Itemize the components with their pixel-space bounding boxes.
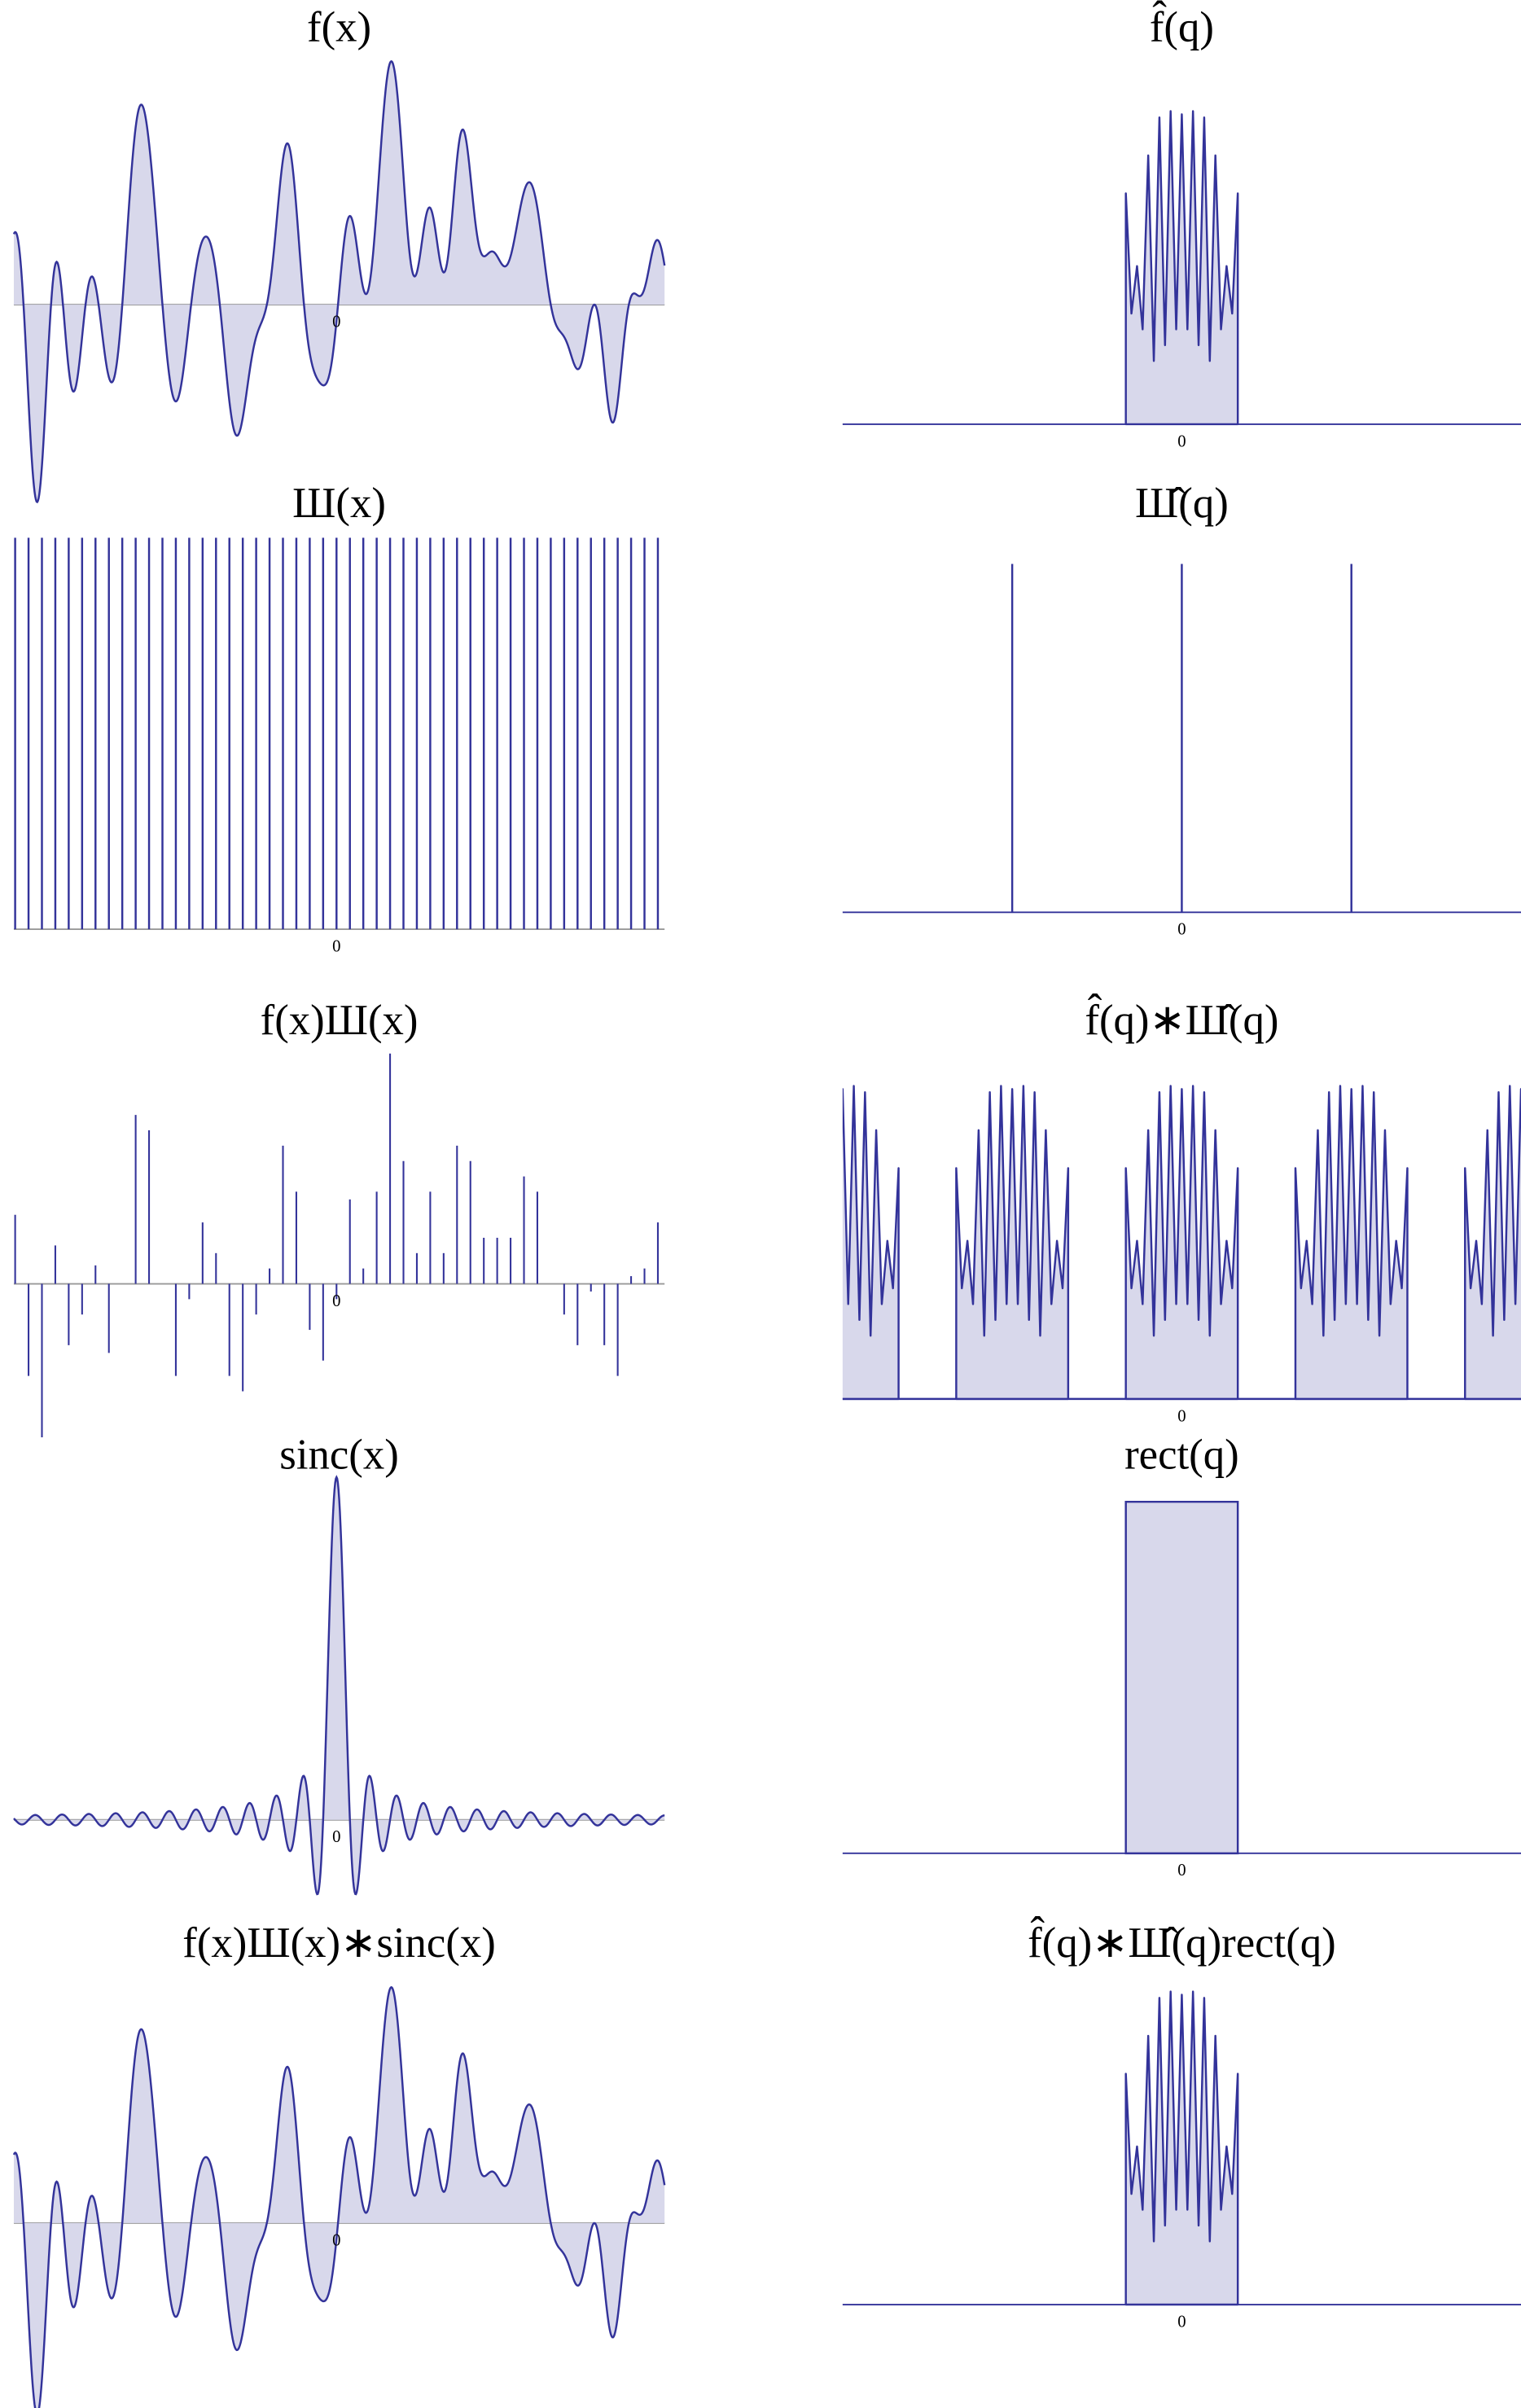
spectrum: [1464, 1085, 1521, 1401]
panel: Ш̂(q) 0: [842, 480, 1521, 939]
panel: f̂(q) 0: [842, 1, 1521, 450]
panel-title: f(x)Ш(x): [261, 997, 419, 1044]
panel-title: Ш̂(q): [1135, 480, 1229, 527]
panel: Ш(x) 0: [13, 480, 665, 955]
curve: [12, 59, 666, 504]
x-tick-label: 0: [332, 1828, 340, 1846]
area: [13, 61, 665, 502]
panel-title: f̂(q)∗Ш̂(q): [1085, 993, 1278, 1044]
panel: f(x)Ш(x)∗sinc(x) 0: [12, 1919, 666, 2408]
x-tick-label: 0: [332, 2231, 340, 2249]
panel-title: sinc(x): [279, 1432, 399, 1479]
x-tick-label: 0: [1177, 921, 1186, 939]
spectrum: [955, 1085, 1070, 1401]
spectrum: [1124, 1990, 1239, 2306]
spectrum: [1124, 110, 1239, 426]
spectrum: [1124, 1085, 1239, 1401]
curve: [13, 1475, 665, 1896]
spectrum: [1294, 1085, 1409, 1401]
x-tick-label: 0: [332, 313, 340, 331]
panel: f̂(q)∗Ш̂(q) 0: [842, 993, 1521, 1425]
area: [13, 1987, 665, 2408]
panel: f(x) 0: [12, 3, 666, 504]
panel: f̂(q)∗Ш̂(q)rect(q) 0: [842, 1916, 1521, 2331]
panel: rect(q) 0: [842, 1432, 1521, 1879]
x-tick-label: 0: [1177, 432, 1186, 450]
x-tick-label: 0: [1177, 1407, 1186, 1425]
panel-title: f̂(q)∗Ш̂(q)rect(q): [1028, 1916, 1336, 1967]
x-tick-label: 0: [1177, 1862, 1186, 1879]
panel: sinc(x) 0: [13, 1432, 665, 1896]
panel-title: f̂(q): [1150, 1, 1214, 51]
panel-title: f(x): [307, 3, 371, 50]
x-tick-label: 0: [332, 937, 340, 955]
rect: [1124, 1500, 1239, 1855]
x-tick-label: 0: [1177, 2313, 1186, 2331]
curve: [12, 1985, 666, 2408]
periodic-group: [842, 1085, 1521, 1401]
area: [13, 1477, 665, 1894]
panel-title: f(x)Ш(x)∗sinc(x): [182, 1919, 496, 1967]
spectrum: [842, 1085, 900, 1401]
panel-title: Ш(x): [292, 480, 386, 527]
panel: f(x)Ш(x) 0: [13, 997, 665, 1438]
x-tick-label: 0: [332, 1292, 340, 1310]
panel-title: rect(q): [1124, 1432, 1239, 1479]
